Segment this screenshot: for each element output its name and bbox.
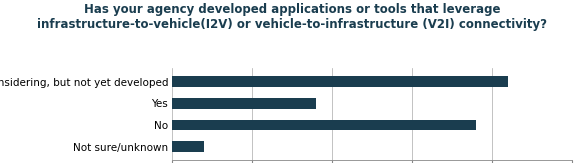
Bar [172, 141, 204, 152]
Bar [172, 119, 477, 130]
Text: Has your agency developed applications or tools that leverage
infrastructure-to-: Has your agency developed applications o… [37, 3, 547, 31]
Bar [172, 76, 508, 87]
Bar [172, 98, 317, 109]
